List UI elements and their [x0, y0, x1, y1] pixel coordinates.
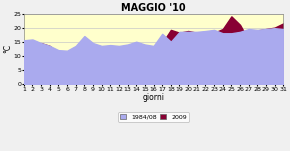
Y-axis label: °C: °C: [3, 44, 12, 53]
Legend: 1984/08, 2009: 1984/08, 2009: [118, 112, 189, 122]
Title: MAGGIO '10: MAGGIO '10: [121, 3, 186, 13]
X-axis label: giorni: giorni: [143, 93, 164, 102]
